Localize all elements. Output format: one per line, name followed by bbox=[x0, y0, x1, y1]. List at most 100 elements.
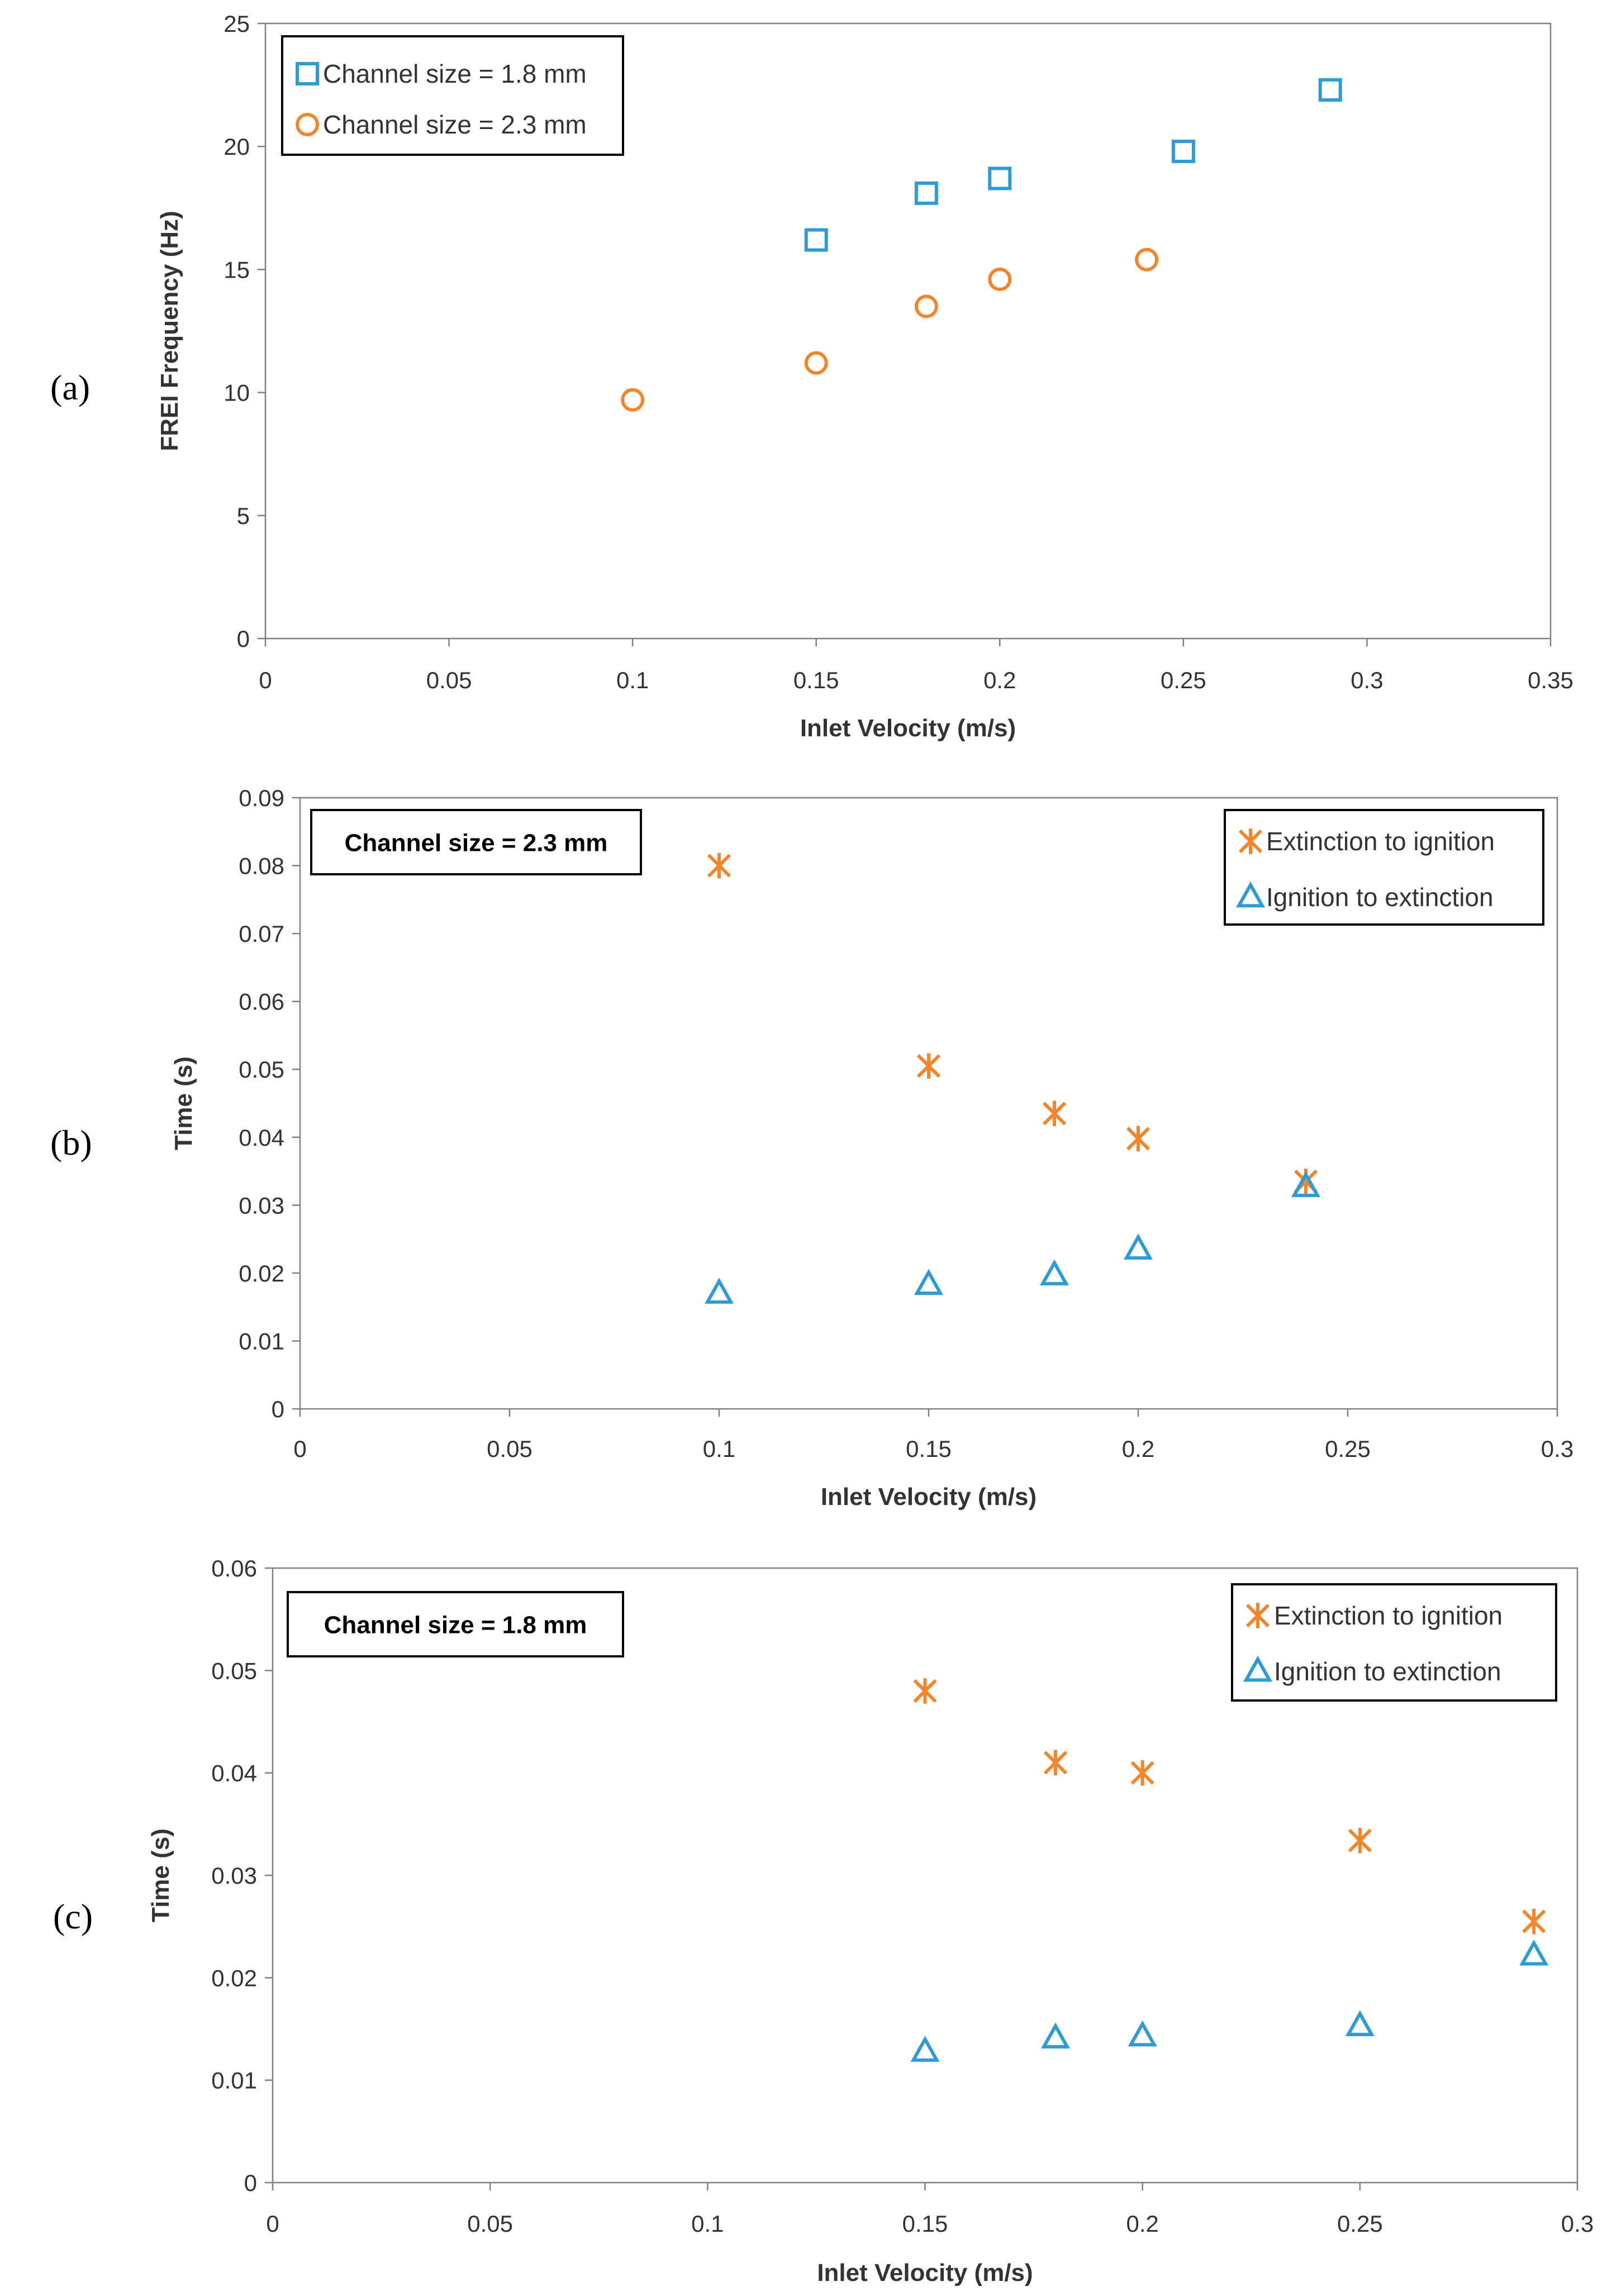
data-point bbox=[1171, 140, 1195, 164]
chart-panel-1: (a) 0 0.05 0.1 0.15 0.2 0.25 0.3 0.35 0 5 10 15 20 25 I… bbox=[50, 11, 1573, 742]
panel-label: (c) bbox=[53, 1897, 93, 1936]
data-point bbox=[914, 294, 938, 318]
data-point bbox=[1039, 1259, 1069, 1285]
x-tick-label: 0.15 bbox=[793, 667, 839, 693]
annotation-text: Channel size = 2.3 mm bbox=[345, 830, 608, 857]
y-tick-label: 20 bbox=[224, 134, 250, 160]
legend-marker bbox=[296, 62, 319, 85]
x-tick-label: 0 bbox=[266, 2211, 279, 2237]
legend-label: Channel size = 1.8 mm bbox=[323, 59, 587, 88]
y-tick-label: 0.01 bbox=[211, 2068, 257, 2094]
x-tick-label: 0.3 bbox=[1351, 667, 1383, 693]
x-axis-title: Inlet Velocity (m/s) bbox=[821, 1483, 1037, 1511]
y-tick-label: 0.03 bbox=[211, 1862, 257, 1889]
x-tick-label: 0.2 bbox=[983, 667, 1016, 693]
y-axis-title: Time (s) bbox=[170, 1056, 197, 1150]
y-axis-title: FREI Frequency (Hz) bbox=[156, 211, 183, 451]
legend-box bbox=[1224, 809, 1544, 926]
x-tick-label: 0.3 bbox=[1561, 2211, 1594, 2237]
legend-label: Ignition to extinction bbox=[1266, 883, 1494, 912]
x-tick-label: 0.15 bbox=[902, 2211, 948, 2237]
legend-box bbox=[1231, 1583, 1557, 1702]
plot-area-frame bbox=[264, 22, 1552, 640]
legend-marker bbox=[1243, 1655, 1273, 1682]
data-point bbox=[1123, 1233, 1153, 1260]
chart-panel-2: (b) 0 0.05 0.1 0.15 0.2 0.25 0.3 0 0.01 0.02 0.03 0.… bbox=[50, 785, 1573, 1511]
data-point bbox=[1042, 1101, 1067, 1127]
y-tick-label: 25 bbox=[224, 11, 250, 37]
y-tick-label: 10 bbox=[224, 380, 250, 406]
data-point bbox=[804, 351, 828, 375]
data-point bbox=[988, 268, 1012, 292]
data-point bbox=[1291, 1171, 1321, 1197]
data-point bbox=[914, 1269, 944, 1295]
data-point bbox=[1135, 247, 1159, 271]
x-tick-label: 0.05 bbox=[467, 2211, 513, 2237]
data-point bbox=[1522, 1908, 1546, 1935]
data-point bbox=[1130, 1760, 1154, 1786]
legend-label: Ignition to extinction bbox=[1274, 1657, 1501, 1686]
data-point bbox=[1126, 1126, 1150, 1152]
x-axis-title: Inlet Velocity (m/s) bbox=[800, 714, 1016, 742]
y-tick-label: 0 bbox=[244, 2170, 257, 2196]
y-axis-title: Time (s) bbox=[147, 1828, 174, 1922]
y-tick-label: 0.07 bbox=[239, 921, 284, 947]
y-tick-label: 0.04 bbox=[211, 1760, 257, 1787]
x-tick-label: 0 bbox=[293, 1436, 306, 1462]
data-point bbox=[1345, 2010, 1375, 2036]
y-tick-label: 0 bbox=[272, 1396, 284, 1422]
x-tick-label: 0.15 bbox=[906, 1436, 952, 1462]
y-tick-label: 0.06 bbox=[239, 989, 284, 1015]
data-point bbox=[916, 1053, 941, 1079]
legend-label: Extinction to ignition bbox=[1274, 1601, 1503, 1630]
x-tick-label: 0.3 bbox=[1541, 1436, 1573, 1462]
legend-label: Extinction to ignition bbox=[1266, 827, 1495, 856]
x-tick-label: 0.25 bbox=[1325, 1436, 1371, 1462]
y-tick-label: 15 bbox=[224, 256, 250, 283]
data-point bbox=[1043, 1750, 1068, 1776]
x-tick-label: 0.1 bbox=[691, 2211, 724, 2237]
x-tick-label: 0.2 bbox=[1126, 2211, 1158, 2237]
x-tick-label: 0.05 bbox=[487, 1436, 533, 1462]
data-point bbox=[707, 852, 731, 879]
x-tick-label: 0.35 bbox=[1528, 667, 1573, 693]
y-tick-label: 0.03 bbox=[239, 1192, 284, 1218]
y-tick-label: 0.01 bbox=[239, 1328, 284, 1354]
y-tick-label: 0 bbox=[237, 626, 250, 652]
y-tick-label: 0.02 bbox=[211, 1965, 257, 1991]
data-point bbox=[913, 1678, 937, 1704]
y-tick-label: 0.05 bbox=[239, 1056, 284, 1083]
data-point bbox=[988, 166, 1012, 190]
panel-label: (a) bbox=[50, 368, 90, 407]
x-tick-label: 0.05 bbox=[426, 667, 472, 693]
chart-panel-3: (c) 0 0.05 0.1 0.15 0.2 0.25 0.3 0 0.01 0.02 0.03 0.… bbox=[53, 1555, 1594, 2287]
legend-marker bbox=[1235, 881, 1266, 908]
data-point bbox=[1519, 1939, 1549, 1966]
x-axis-title: Inlet Velocity (m/s) bbox=[817, 2259, 1033, 2287]
x-tick-label: 0.1 bbox=[703, 1436, 735, 1462]
y-tick-label: 0.06 bbox=[211, 1555, 257, 1582]
y-tick-label: 0.04 bbox=[239, 1125, 284, 1151]
data-point bbox=[804, 228, 828, 252]
annotation-text: Channel size = 1.8 mm bbox=[324, 1612, 587, 1639]
data-point bbox=[1348, 1827, 1372, 1854]
y-tick-label: 0.05 bbox=[211, 1657, 257, 1684]
legend-box bbox=[281, 35, 624, 156]
data-point bbox=[1128, 2020, 1157, 2047]
data-point bbox=[1040, 2022, 1071, 2049]
y-tick-label: 0.09 bbox=[239, 785, 284, 811]
data-point bbox=[621, 388, 645, 412]
x-tick-label: 0 bbox=[259, 667, 272, 693]
panel-label: (b) bbox=[50, 1123, 92, 1163]
x-tick-label: 0.2 bbox=[1122, 1436, 1154, 1462]
annotation-box bbox=[310, 809, 642, 875]
y-tick-label: 0.08 bbox=[239, 853, 284, 879]
legend-marker bbox=[1245, 1603, 1270, 1628]
legend-label: Channel size = 2.3 mm bbox=[323, 110, 587, 139]
x-tick-label: 0.1 bbox=[616, 667, 649, 693]
data-point bbox=[914, 181, 938, 205]
legend-marker bbox=[296, 113, 319, 136]
data-point bbox=[704, 1278, 734, 1304]
data-point bbox=[910, 2036, 940, 2062]
